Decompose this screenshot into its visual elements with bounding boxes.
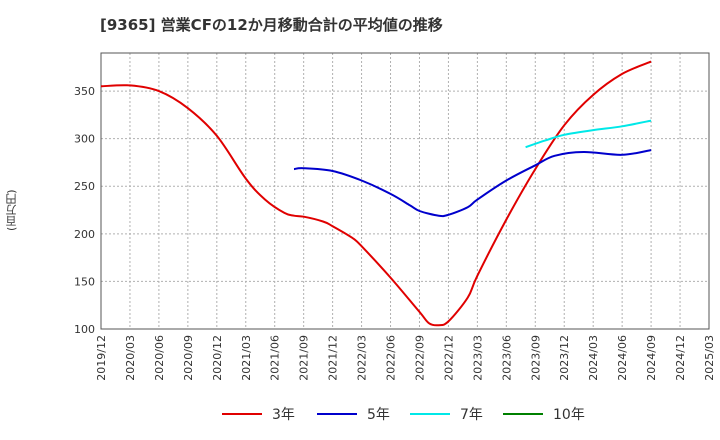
y-tick-label: 250 bbox=[74, 180, 95, 193]
x-tick-label: 2020/06 bbox=[153, 335, 166, 381]
y-tick-label: 350 bbox=[74, 85, 95, 98]
legend-label: 5年 bbox=[367, 407, 390, 423]
plot-area bbox=[101, 53, 709, 329]
legend-item: 3年 bbox=[222, 402, 295, 426]
chart-title: [9365] 営業CFの12か月移動合計の平均値の推移 bbox=[100, 16, 443, 34]
x-tick-label: 2019/12 bbox=[95, 335, 108, 381]
series-line-7年 bbox=[525, 119, 652, 149]
legend-swatch bbox=[410, 413, 450, 415]
y-tick-label: 150 bbox=[74, 275, 95, 288]
x-tick-label: 2022/03 bbox=[356, 335, 369, 381]
x-tick-label: 2024/09 bbox=[645, 335, 658, 381]
series-line-5年 bbox=[293, 149, 652, 218]
x-tick-label: 2021/12 bbox=[327, 335, 340, 381]
legend-label: 10年 bbox=[553, 407, 585, 423]
legend-label: 3年 bbox=[272, 407, 295, 423]
x-tick-label: 2020/09 bbox=[182, 335, 195, 381]
x-tick-label: 2023/06 bbox=[500, 335, 513, 381]
x-tick-label: 2021/06 bbox=[269, 335, 282, 381]
legend-item: 10年 bbox=[503, 402, 585, 426]
x-tick-label: 2024/06 bbox=[616, 335, 629, 381]
x-tick-label: 2020/12 bbox=[211, 335, 224, 381]
y-tick-label: 300 bbox=[74, 133, 95, 146]
x-tick-label: 2023/12 bbox=[558, 335, 571, 381]
y-tick-label: 200 bbox=[74, 228, 95, 241]
x-tick-label: 2024/12 bbox=[674, 335, 687, 381]
y-tick-label: 100 bbox=[74, 323, 95, 336]
legend-item: 5年 bbox=[317, 402, 390, 426]
chart-legend: 3年 5年 7年 10年 bbox=[0, 402, 720, 426]
x-tick-label: 2021/09 bbox=[298, 335, 311, 381]
plot-frame bbox=[100, 52, 710, 330]
legend-swatch bbox=[317, 413, 357, 415]
x-tick-label: 2022/12 bbox=[442, 335, 455, 381]
series-line-3年 bbox=[100, 60, 652, 327]
x-tick-label: 2020/03 bbox=[124, 335, 137, 381]
x-tick-label: 2023/03 bbox=[471, 335, 484, 381]
x-tick-label: 2024/03 bbox=[587, 335, 600, 381]
x-tick-label: 2021/03 bbox=[240, 335, 253, 381]
x-tick-label: 2025/03 bbox=[703, 335, 716, 381]
legend-swatch bbox=[503, 413, 543, 415]
legend-swatch bbox=[222, 413, 262, 415]
legend-item: 7年 bbox=[410, 402, 483, 426]
x-tick-label: 2022/09 bbox=[413, 335, 426, 381]
x-tick-label: 2022/06 bbox=[385, 335, 398, 381]
x-tick-label: 2023/09 bbox=[529, 335, 542, 381]
legend-label: 7年 bbox=[460, 407, 483, 423]
